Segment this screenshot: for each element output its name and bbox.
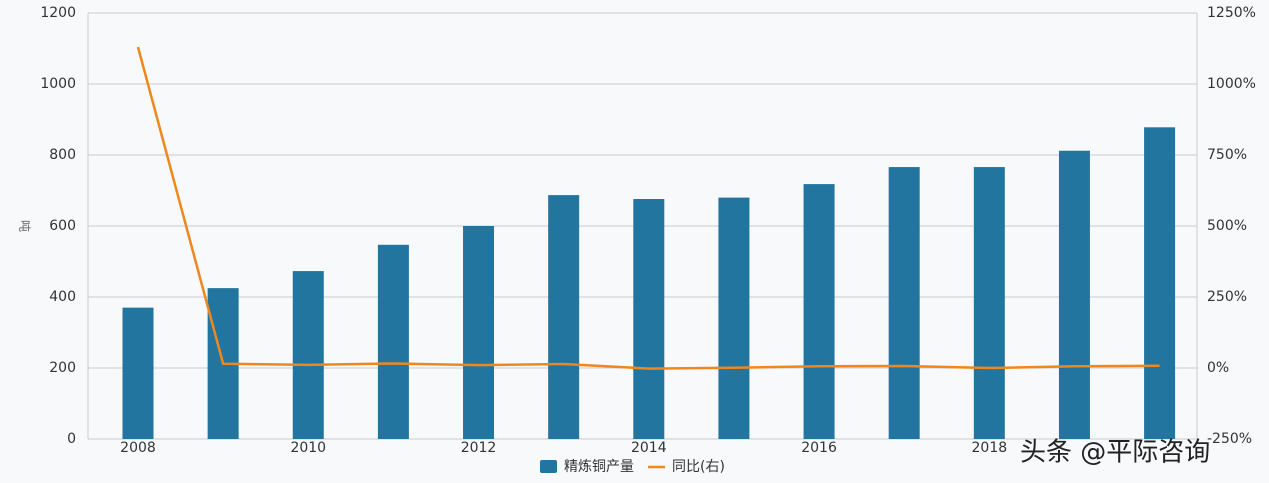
y2-tick-label: -250% [1207, 431, 1252, 447]
y2-tick-label: 1250% [1207, 5, 1256, 21]
bar [548, 195, 580, 439]
y-tick-label: 1000 [40, 76, 76, 92]
y-tick-label: 400 [49, 289, 76, 305]
y2-tick-label: 1000% [1207, 76, 1256, 92]
x-tick-label: 2016 [801, 440, 837, 456]
bar [803, 184, 835, 439]
legend-label: 同比(右) [672, 459, 725, 475]
y2-tick-label: 250% [1207, 289, 1247, 305]
x-tick-label: 2014 [631, 440, 667, 456]
y2-tick-label: 0% [1207, 360, 1229, 376]
bar [718, 197, 750, 439]
bar [1058, 150, 1090, 440]
line [136, 46, 1160, 370]
y2-tick-label: 750% [1207, 147, 1247, 163]
bar [888, 167, 920, 439]
bar [463, 226, 495, 439]
legend-label: 精炼铜产量 [564, 459, 634, 475]
bar [633, 199, 665, 439]
x-tick-label: 2008 [120, 440, 156, 456]
bar [1144, 127, 1176, 439]
legend-swatch [540, 460, 557, 473]
watermark: 头条 @平际咨询 [1020, 438, 1210, 468]
y-tick-label: 600 [49, 218, 76, 234]
x-tick-label: 2018 [972, 440, 1008, 456]
bar [973, 167, 1005, 439]
bar [122, 307, 154, 439]
y-tick-label: 800 [49, 147, 76, 163]
bar [377, 244, 409, 439]
bar [292, 271, 324, 439]
y-axis-label: 吨 [18, 220, 32, 232]
y2-tick-label: 500% [1207, 218, 1247, 234]
x-tick-label: 2010 [290, 440, 326, 456]
y-tick-label: 1200 [40, 5, 76, 21]
y-tick-label: 200 [49, 360, 76, 376]
x-tick-label: 2012 [461, 440, 497, 456]
y-tick-label: 0 [67, 431, 76, 447]
